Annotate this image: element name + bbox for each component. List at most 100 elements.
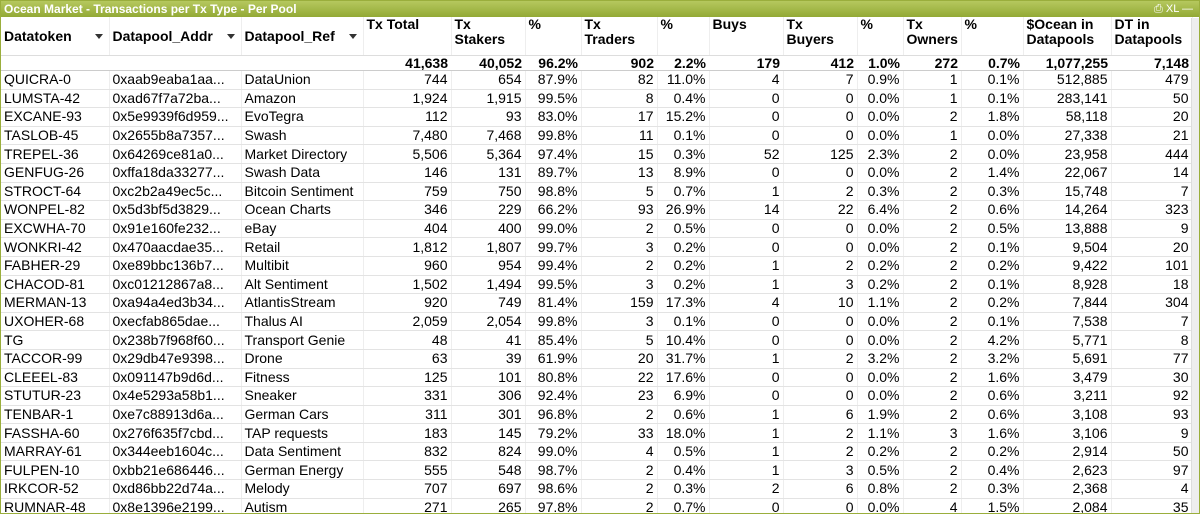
cell: 50 [1111,442,1193,462]
cell: 1,924 [363,89,452,109]
cell: 17.6% [657,368,710,388]
cell: 0x8e1396e2199... [109,498,242,513]
cell: 0x64269ce81a0... [109,144,242,164]
cell: 26.9% [657,200,710,220]
cell: 2 [903,405,962,425]
cell: 0.5% [657,442,710,462]
cell: 6.9% [657,386,710,406]
cell: 2 [903,330,962,350]
column-header: Tx Owners [903,17,962,56]
data-row: CLEEEL-83 0x091147b9d6d... Fitness 125 101 80… [1,368,1193,388]
cell: 2 [783,423,858,443]
cell: IRKCOR-52 [1,479,110,499]
cell: 7,538 [1023,312,1112,332]
cell: 346 [363,200,452,220]
xl-button[interactable]: XL [1165,3,1179,15]
cell: 707 [363,479,452,499]
column-header[interactable]: Datatoken [1,17,110,56]
column-header: DT in Datapools [1111,17,1193,56]
cell: 0 [709,386,784,406]
cell: 1,915 [451,89,526,109]
cell: 1,502 [363,275,452,295]
cell: 2 [581,498,658,513]
cell: 2 [903,368,962,388]
cell: 331 [363,386,452,406]
cell: AtlantisStream [241,293,364,313]
cell: 0.7% [657,182,710,202]
cell: 5,691 [1023,349,1112,369]
cell: 82 [581,70,658,90]
scrollbar[interactable] [1191,18,1199,513]
cell: 48 [363,330,452,350]
cell: 0.9% [857,70,904,90]
cell: 13,888 [1023,219,1112,239]
cell: 23 [581,386,658,406]
column-header[interactable]: Datapool_Ref [241,17,364,56]
total-cell: 41,638 [363,55,451,71]
cell: 404 [363,219,452,239]
cell: 22,067 [1023,163,1112,183]
cell: 3.2% [961,349,1024,369]
cell: 548 [451,460,526,481]
cell: 3 [581,312,658,332]
cell: Melody [241,479,364,499]
cell: Retail [241,237,364,257]
total-cell: 272 [903,55,961,71]
cell: 0 [709,107,784,127]
cell: 0.1% [657,126,710,146]
cell: 0 [783,368,858,388]
cell: 39 [451,349,526,369]
cell: 0.3% [857,182,904,202]
cell: EvoTegra [241,107,364,127]
column-header: Buys [709,17,784,56]
cell: 3 [903,423,962,443]
column-header[interactable]: Datapool_Addr [109,17,242,56]
cell: 99.0% [525,442,582,462]
cell: 15,748 [1023,182,1112,202]
window-icons[interactable]: ⎙ XL — [1154,3,1193,15]
cell: 0 [783,126,858,146]
cell: 17 [581,107,658,127]
table-body: 41,638 40,052 96.2% 902 2.2% 179 412 1.0% 272 0.7… [1,55,1193,513]
cell: 0.0% [857,126,904,146]
cell: 3.2% [857,349,904,369]
cell: 4 [1111,479,1193,499]
cell: 3 [783,460,858,481]
cell: 749 [451,293,526,313]
cell: 0xecfab865dae... [109,312,242,332]
cell: 0.6% [961,405,1024,425]
cell: 824 [451,442,526,462]
cell: 20 [1111,237,1193,257]
data-row: MERMAN-13 0xa94a4ed3b34... AtlantisStream 9… [1,293,1193,313]
column-header: $Ocean in Datapools [1023,17,1112,56]
cell: 159 [581,293,658,313]
total-cell: 179 [709,55,783,71]
cell: 66.2% [525,200,582,220]
cell: 2 [903,442,962,462]
data-row: WONKRI-42 0x470aacdae35... Retail 1,812 1,80… [1,237,1193,257]
cell: 0 [783,312,858,332]
cell: 3,106 [1023,423,1112,443]
cell: 0.3% [961,182,1024,202]
cell: 2 [903,237,962,257]
cell: 0.0% [961,144,1024,164]
cell: 1 [903,70,962,90]
cell: 0x5e9939f6d959... [109,107,242,127]
column-header: Tx Traders [581,17,658,56]
cell: DataUnion [241,70,364,90]
cell: 5,771 [1023,330,1112,350]
cell: 2,623 [1023,460,1112,481]
cell: CHACOD-81 [1,275,110,295]
cell: 744 [363,70,452,90]
cell: 304 [1111,293,1193,313]
cell: 444 [1111,144,1193,164]
cell: 0.1% [961,312,1024,332]
cell: EXCWHA-70 [1,219,110,239]
totals-row: 41,638 40,052 96.2% 902 2.2% 179 412 1.0% 272 0.7… [1,55,1192,71]
cell: 97.4% [525,144,582,164]
cell: 0.2% [657,256,710,276]
cell: 79.2% [525,423,582,443]
cell: 35 [1111,498,1193,513]
cell: 93 [581,200,658,220]
